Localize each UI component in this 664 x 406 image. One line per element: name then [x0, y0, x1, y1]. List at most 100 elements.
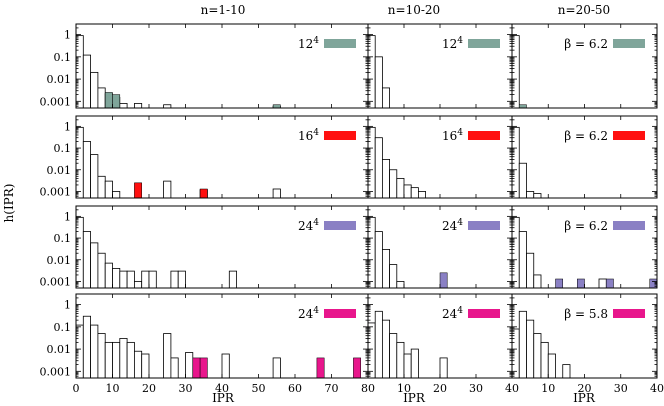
y-tick-label: 1: [64, 120, 71, 133]
hollow-bar: [374, 310, 383, 379]
hollow-bar: [540, 341, 549, 379]
hollow-bar: [526, 252, 535, 289]
y-tick-label: 0.1: [54, 51, 72, 64]
panel-r4-c2: 80 10 20 30 244: [361, 293, 513, 395]
y-tick-label: 0.001: [40, 185, 72, 198]
x-tick-label: 40: [650, 382, 664, 395]
y-tick-label: 0.001: [40, 95, 72, 108]
filled-bar-top: [192, 357, 201, 379]
hollow-bar: [381, 87, 390, 109]
hollow-bar: [518, 231, 527, 289]
x-tick-label: 20: [578, 382, 592, 395]
hollow-bar: [170, 270, 179, 289]
filled-bar-top: [439, 272, 448, 289]
hollow-bar: [410, 348, 419, 379]
x-tick-label: 40: [505, 382, 519, 395]
hollow-bar: [133, 103, 143, 109]
hollow-bar: [533, 274, 542, 289]
y-tick-label: 0.001: [40, 275, 72, 288]
hollow-bar: [177, 270, 186, 289]
hollow-bar: [533, 333, 542, 379]
y-tick-label: 0.01: [47, 254, 72, 267]
legend-swatch: [324, 131, 356, 140]
x-tick-label: 70: [325, 382, 339, 395]
hollow-bar: [90, 242, 99, 289]
legend-label: 244: [298, 218, 319, 233]
hollow-bar: [141, 270, 150, 289]
hollow-bar: [119, 338, 128, 379]
hollow-bar: [381, 159, 390, 199]
hollow-bar: [374, 231, 383, 289]
y-tick-label: 0.1: [54, 142, 72, 155]
panel-r1-c3: β = 6.2: [511, 23, 658, 109]
panel-r2-c1: 1 0.1 0.01 0.001 164: [40, 115, 369, 199]
hollow-bar: [119, 103, 128, 109]
hollow-bar: [141, 353, 150, 379]
hollow-bar: [221, 353, 230, 379]
hollow-bar: [381, 249, 390, 289]
filled-bar-top: [104, 92, 113, 109]
legend-label: β = 6.2: [564, 219, 608, 233]
hollow-bar: [598, 278, 607, 289]
x-tick-label: 0: [73, 382, 80, 395]
y-tick-label: 1: [64, 29, 71, 42]
legend-swatch: [468, 309, 500, 318]
hollow-bar: [439, 357, 448, 379]
legend-swatch: [468, 131, 500, 140]
hollow-bar: [119, 270, 128, 289]
filled-bar-top: [199, 357, 208, 379]
hollow-bar: [396, 341, 405, 379]
hollow-bar: [82, 141, 92, 199]
filled-bar-top: [112, 94, 121, 109]
hollow-bar: [97, 333, 106, 379]
y-tick-label: 1: [64, 210, 71, 223]
panel-r3-c2: 244: [367, 205, 513, 289]
y-axis-label: h(IPR): [2, 184, 16, 223]
hollow-bar: [97, 252, 106, 289]
hollow-bar: [82, 315, 92, 379]
x-tick-label: 30: [614, 382, 628, 395]
panel-r2-c2: 164: [367, 115, 513, 199]
legend-label: β = 6.2: [564, 37, 608, 51]
panel-r4-c3: 40 10 20 30 40 β = 5.8: [505, 293, 664, 395]
hollow-bar: [104, 180, 113, 199]
y-tick-label: 0.01: [47, 73, 72, 86]
hollow-bar: [396, 177, 405, 199]
x-tick-label: 20: [142, 382, 156, 395]
hollow-bar: [163, 180, 172, 199]
hollow-bar: [185, 352, 194, 379]
hollow-bar: [526, 191, 535, 199]
legend-label: 164: [442, 128, 463, 143]
column-title-2: n=10-20: [388, 3, 440, 17]
hollow-bar: [163, 333, 172, 379]
hollow-bar: [82, 231, 92, 289]
hollow-bar: [389, 169, 398, 199]
column-title-1: n=1-10: [201, 3, 246, 17]
hollow-bar: [417, 191, 426, 199]
filled-bar-top: [199, 188, 208, 199]
hollow-bar: [170, 357, 179, 379]
panel-frame: [75, 115, 369, 199]
hollow-bar: [126, 341, 135, 379]
hollow-bar: [228, 270, 238, 289]
hollow-bar: [133, 350, 143, 379]
hollow-bar: [97, 175, 106, 199]
legend-label: 244: [298, 306, 319, 321]
legend-swatch: [613, 131, 645, 140]
x-axis-label-3: IPR: [573, 391, 596, 405]
x-tick-label: 80: [361, 382, 375, 395]
legend-label: 244: [442, 306, 463, 321]
hollow-bar: [272, 357, 281, 379]
filled-bar-top: [606, 278, 614, 289]
x-axis-label-1: IPR: [212, 391, 235, 405]
hollow-bar: [112, 341, 121, 379]
hollow-bar: [82, 54, 92, 109]
hollow-bar: [97, 87, 106, 109]
hollow-bar: [389, 264, 398, 289]
hollow-bar: [533, 193, 542, 199]
legend-swatch: [324, 39, 356, 48]
hollow-bar: [526, 319, 535, 379]
legend-swatch: [468, 39, 500, 48]
